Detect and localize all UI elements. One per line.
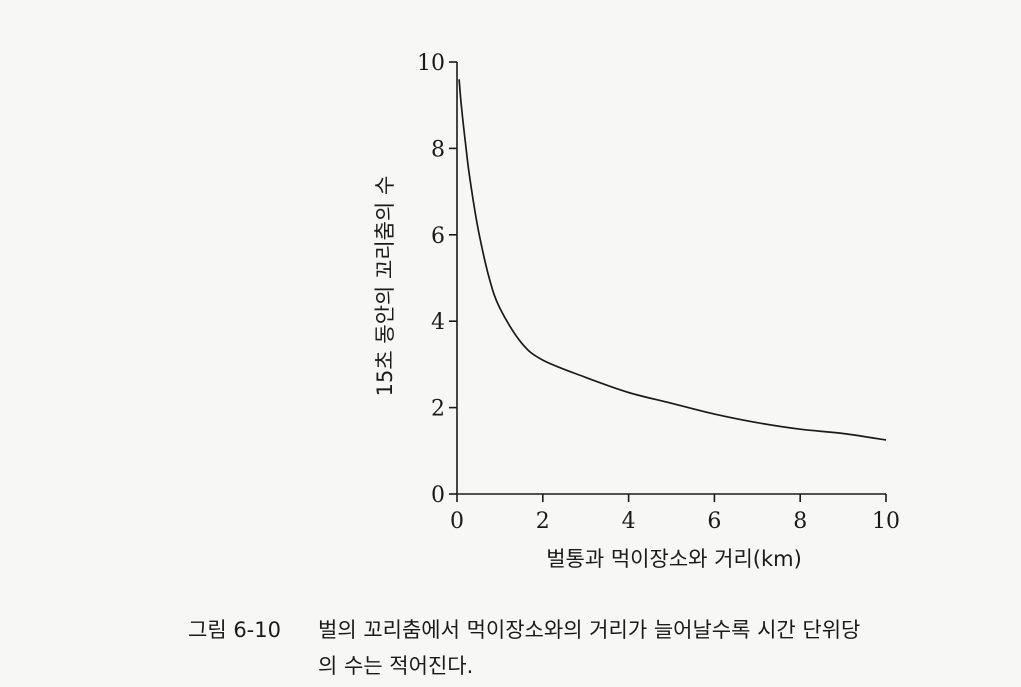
y-tick-label: 0 [431, 483, 445, 508]
y-tick-label: 6 [431, 224, 445, 249]
chart-ticks: 0 2 4 6 8 10 0 2 4 6 8 10 [417, 51, 900, 534]
y-axis-title: 15초 동안의 꼬리춤의 수 [373, 176, 397, 397]
x-tick-label: 6 [707, 509, 721, 534]
y-tick-label: 2 [431, 397, 445, 422]
x-tick-label: 0 [450, 509, 464, 534]
y-tick-label: 10 [417, 51, 445, 76]
caption-line-1: 벌의 꼬리춤에서 먹이장소와의 거리가 늘어날수록 시간 단위당 [318, 618, 861, 642]
y-tick-label: 8 [431, 137, 445, 162]
chart: 0 2 4 6 8 10 0 2 4 6 8 10 15초 동안의 꼬리춤의 수 벌통과 먹이장소와 … [373, 51, 900, 571]
x-axis-title: 벌통과 먹이장소와 거리(km) [546, 547, 802, 571]
data-series-line [458, 79, 887, 441]
caption-line-2: 의 수는 적어진다. [318, 654, 474, 678]
y-tick-label: 4 [431, 310, 445, 335]
figure-number: 그림 6-10 [188, 618, 281, 642]
x-tick-label: 2 [536, 509, 550, 534]
x-tick-label: 10 [872, 509, 900, 534]
x-tick-label: 4 [622, 509, 636, 534]
x-tick-label: 8 [793, 509, 807, 534]
chart-axes [456, 62, 886, 495]
figure-caption: 그림 6-10 벌의 꼬리춤에서 먹이장소와의 거리가 늘어날수록 시간 단위당 … [188, 612, 1008, 684]
